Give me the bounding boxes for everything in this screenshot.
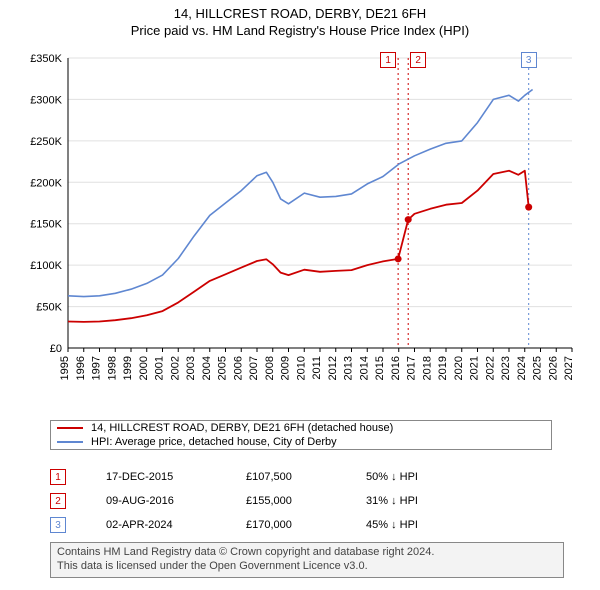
svg-text:2012: 2012 bbox=[327, 356, 339, 380]
svg-text:2007: 2007 bbox=[248, 356, 260, 380]
svg-text:2002: 2002 bbox=[169, 356, 181, 380]
svg-text:2016: 2016 bbox=[390, 356, 402, 380]
svg-text:2019: 2019 bbox=[437, 356, 449, 380]
chart-svg: £0 £50K £100K £150K £200K £250K £300K £350K 1995… bbox=[20, 48, 580, 408]
footer-line-2: This data is licensed under the Open Gov… bbox=[57, 560, 557, 574]
svg-text:1999: 1999 bbox=[122, 356, 134, 380]
svg-text:£350K: £350K bbox=[30, 53, 62, 65]
svg-text:2020: 2020 bbox=[453, 356, 465, 380]
svg-text:2010: 2010 bbox=[295, 356, 307, 380]
svg-text:2015: 2015 bbox=[374, 356, 386, 380]
legend-item: HPI: Average price, detached house, City… bbox=[51, 435, 551, 449]
legend-label: HPI: Average price, detached house, City… bbox=[91, 436, 337, 448]
svg-text:1998: 1998 bbox=[106, 356, 118, 380]
svg-text:2017: 2017 bbox=[406, 356, 418, 380]
footer-line-1: Contains HM Land Registry data © Crown c… bbox=[57, 546, 557, 560]
transaction-pct: 31% ↓ HPI bbox=[366, 495, 506, 507]
svg-text:2009: 2009 bbox=[280, 356, 292, 380]
transaction-price: £170,000 bbox=[246, 519, 366, 531]
transaction-date: 17-DEC-2015 bbox=[106, 471, 246, 483]
svg-text:£50K: £50K bbox=[36, 302, 62, 314]
svg-text:2022: 2022 bbox=[484, 356, 496, 380]
transaction-row: 2 09-AUG-2016 £155,000 31% ↓ HPI bbox=[50, 489, 506, 513]
svg-text:2001: 2001 bbox=[154, 356, 166, 380]
transaction-price: £155,000 bbox=[246, 495, 366, 507]
svg-text:£0: £0 bbox=[50, 343, 62, 355]
svg-text:2023: 2023 bbox=[500, 356, 512, 380]
svg-text:2000: 2000 bbox=[138, 356, 150, 380]
transaction-row: 1 17-DEC-2015 £107,500 50% ↓ HPI bbox=[50, 465, 506, 489]
legend-swatch bbox=[57, 427, 83, 429]
chart-transaction-badge: 3 bbox=[521, 52, 537, 68]
transaction-badge: 3 bbox=[50, 517, 66, 533]
chart-transaction-badge: 1 bbox=[380, 52, 396, 68]
svg-text:1997: 1997 bbox=[91, 356, 103, 380]
svg-text:2018: 2018 bbox=[421, 356, 433, 380]
svg-text:2005: 2005 bbox=[217, 356, 229, 380]
transactions-table: 1 17-DEC-2015 £107,500 50% ↓ HPI 2 09-AU… bbox=[50, 465, 506, 537]
title-line-1: 14, HILLCREST ROAD, DERBY, DE21 6FH bbox=[0, 6, 600, 23]
transaction-pct: 50% ↓ HPI bbox=[366, 471, 506, 483]
footer-attribution: Contains HM Land Registry data © Crown c… bbox=[50, 542, 564, 578]
transaction-pct: 45% ↓ HPI bbox=[366, 519, 506, 531]
svg-text:2006: 2006 bbox=[232, 356, 244, 380]
transaction-date: 09-AUG-2016 bbox=[106, 495, 246, 507]
svg-text:2011: 2011 bbox=[311, 356, 323, 380]
transaction-badge: 2 bbox=[50, 493, 66, 509]
svg-text:£200K: £200K bbox=[30, 177, 62, 189]
title-line-2: Price paid vs. HM Land Registry's House … bbox=[0, 23, 600, 40]
legend-item: 14, HILLCREST ROAD, DERBY, DE21 6FH (det… bbox=[51, 421, 551, 435]
transaction-row: 3 02-APR-2024 £170,000 45% ↓ HPI bbox=[50, 513, 506, 537]
transaction-price: £107,500 bbox=[246, 471, 366, 483]
chart-container: £0 £50K £100K £150K £200K £250K £300K £350K 1995… bbox=[20, 48, 580, 408]
legend-swatch bbox=[57, 441, 83, 443]
chart-title-block: 14, HILLCREST ROAD, DERBY, DE21 6FH Pric… bbox=[0, 0, 600, 40]
svg-text:2024: 2024 bbox=[516, 356, 528, 380]
svg-text:2004: 2004 bbox=[201, 356, 213, 380]
svg-text:2013: 2013 bbox=[343, 356, 355, 380]
svg-text:2027: 2027 bbox=[563, 356, 575, 380]
svg-text:2025: 2025 bbox=[532, 356, 544, 380]
svg-text:2026: 2026 bbox=[547, 356, 559, 380]
chart-transaction-badge: 2 bbox=[410, 52, 426, 68]
svg-text:2003: 2003 bbox=[185, 356, 197, 380]
svg-text:£300K: £300K bbox=[30, 94, 62, 106]
legend-label: 14, HILLCREST ROAD, DERBY, DE21 6FH (det… bbox=[91, 422, 393, 434]
svg-text:2014: 2014 bbox=[358, 356, 370, 380]
svg-text:£150K: £150K bbox=[30, 219, 62, 231]
legend-box: 14, HILLCREST ROAD, DERBY, DE21 6FH (det… bbox=[50, 420, 552, 450]
svg-text:£100K: £100K bbox=[30, 260, 62, 272]
svg-text:£250K: £250K bbox=[30, 136, 62, 148]
transaction-badge: 1 bbox=[50, 469, 66, 485]
svg-text:2008: 2008 bbox=[264, 356, 276, 380]
transaction-date: 02-APR-2024 bbox=[106, 519, 246, 531]
svg-text:1996: 1996 bbox=[75, 356, 87, 380]
svg-text:2021: 2021 bbox=[469, 356, 481, 380]
svg-text:1995: 1995 bbox=[59, 356, 71, 380]
